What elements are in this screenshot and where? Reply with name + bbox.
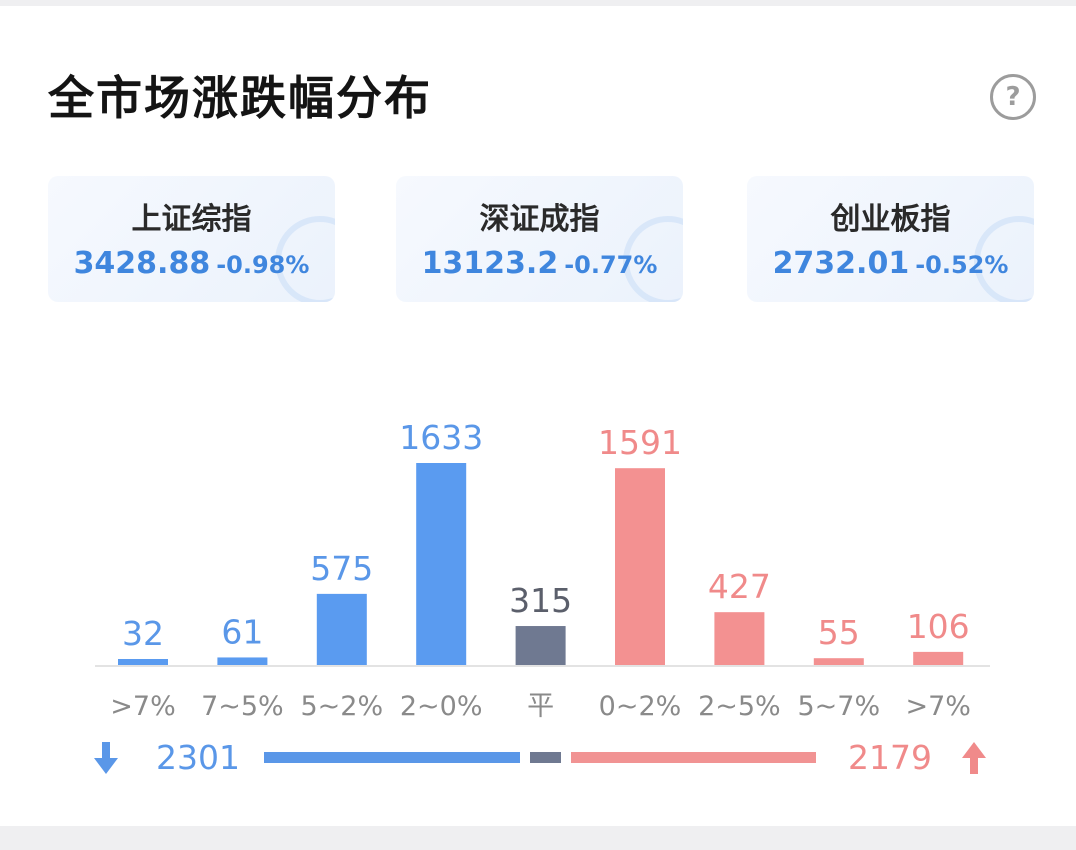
bar-down-1[interactable] (217, 657, 268, 665)
page-title: 全市场涨跌幅分布 (48, 71, 432, 125)
up-ratio-bar (571, 752, 816, 763)
data-label: 1591 (598, 423, 682, 462)
bar-down-2[interactable] (316, 593, 367, 665)
bar-up-8[interactable] (913, 651, 964, 665)
x-tick-label: 2~0% (400, 691, 483, 722)
x-tick-label: >7% (905, 691, 970, 722)
data-label: 315 (509, 581, 572, 620)
index-value: 13123.2 (421, 246, 559, 281)
data-label: 427 (708, 567, 771, 606)
question-circle-icon[interactable]: ? (990, 74, 1036, 120)
x-tick-label: 5~7% (797, 691, 880, 722)
index-card-shanghai[interactable]: 上证综指 3428.88 -0.98% (48, 176, 335, 302)
index-card-chinext[interactable]: 创业板指 2732.01 -0.52% (747, 176, 1034, 302)
index-name: 深证成指 (479, 202, 600, 237)
bar-down-0[interactable] (118, 659, 168, 665)
card-decoration (974, 216, 1034, 302)
bar-flat-4[interactable] (515, 626, 566, 665)
x-tick-label: 7~5% (201, 691, 284, 722)
index-value: 3428.88 (73, 246, 211, 281)
data-label: 61 (221, 612, 263, 651)
card-decoration (623, 216, 683, 302)
data-label: 1633 (399, 418, 483, 457)
bar-up-7[interactable] (813, 658, 864, 665)
x-tick-label: 0~2% (599, 691, 682, 722)
card-decoration (275, 216, 335, 302)
arrow-up-icon (962, 742, 986, 774)
up-count: 2179 (848, 738, 932, 777)
index-name: 上证综指 (131, 202, 252, 237)
help-glyph: ? (1005, 82, 1021, 112)
bar-up-5[interactable] (615, 468, 665, 665)
bar-down-3[interactable] (416, 463, 467, 665)
data-label: 32 (122, 614, 164, 653)
x-tick-label: >7% (110, 691, 175, 722)
data-label: 55 (818, 613, 860, 652)
index-card-shenzhen[interactable]: 深证成指 13123.2 -0.77% (396, 176, 683, 302)
bar-up-6[interactable] (714, 612, 765, 665)
x-tick-label: 平 (527, 691, 554, 722)
index-change: -0.77% (564, 251, 658, 279)
flat-ratio-bar (530, 752, 561, 763)
data-label: 106 (907, 607, 970, 646)
x-tick-label: 5~2% (300, 691, 383, 722)
distribution-card: 全市场涨跌幅分布 ? 上证综指 3428.88 -0.98% 深证成指 13123… (0, 6, 1076, 826)
data-label: 575 (310, 549, 373, 588)
index-change: -0.98% (216, 251, 310, 279)
index-name: 创业板指 (830, 202, 951, 237)
x-tick-label: 2~5% (698, 691, 781, 722)
down-count: 2301 (156, 738, 240, 777)
index-value: 2732.01 (772, 246, 910, 281)
index-change: -0.52% (915, 251, 1009, 279)
down-ratio-bar (264, 752, 520, 763)
arrow-down-icon (94, 742, 118, 774)
